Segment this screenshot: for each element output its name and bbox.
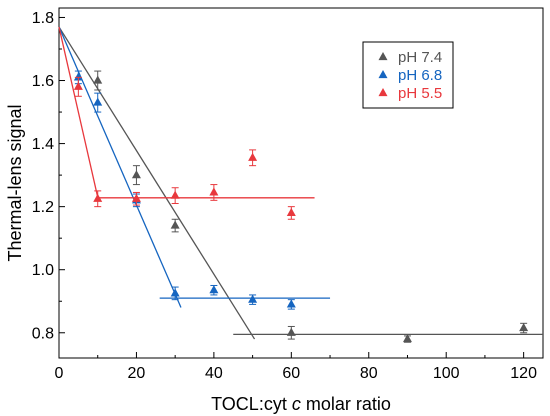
data-markers (73, 70, 529, 343)
legend-label: pH 7.4 (398, 49, 442, 66)
data-point (170, 220, 180, 229)
plot-area (58, 7, 544, 359)
legend-marker (378, 51, 388, 61)
y-tick-label: 1.4 (32, 136, 54, 153)
data-point (286, 327, 296, 336)
data-point (519, 323, 529, 332)
x-tick-label: 40 (205, 365, 223, 382)
data-point (73, 72, 83, 81)
data-point (131, 170, 141, 179)
x-tick-label: 0 (55, 365, 64, 382)
legend-label: pH 5.5 (398, 85, 442, 102)
y-tick-label: 1.2 (32, 199, 54, 216)
legend-label: pH 6.8 (398, 67, 442, 84)
data-point (286, 207, 296, 217)
x-tick-label: 80 (360, 365, 378, 382)
legend-entries: pH 7.4pH 6.8pH 5.5 (378, 49, 442, 102)
x-tick-label: 100 (433, 365, 460, 382)
legend-box (362, 41, 454, 109)
data-point (209, 285, 219, 294)
x-tick-label: 20 (128, 365, 146, 382)
data-point (131, 193, 141, 202)
y-axis-title: Thermal-lens signal (5, 104, 25, 261)
y-tick-label: 1.0 (32, 262, 54, 279)
x-tick-label: 60 (282, 365, 300, 382)
plot-frame (58, 7, 544, 359)
data-point (402, 334, 412, 343)
legend-marker (378, 69, 388, 79)
legend: pH 7.4pH 6.8pH 5.5 (362, 41, 454, 109)
fit-line (58, 26, 99, 198)
data-point (286, 299, 296, 308)
y-tick-label: 0.8 (32, 325, 54, 342)
fit-lines (58, 26, 543, 340)
data-point (248, 294, 258, 303)
fit-line (58, 26, 182, 308)
y-tick-label: 1.6 (32, 73, 54, 90)
data-point (170, 288, 180, 297)
data-point (93, 75, 103, 84)
y-axis: 0.8 1.0 1.2 1.4 1.6 1.8 (32, 10, 65, 342)
fit-line (58, 26, 256, 340)
data-point (209, 187, 219, 196)
data-point (170, 190, 180, 199)
x-axis-title: TOCL:cyt c molar ratio (211, 394, 391, 414)
x-axis: 0 20 40 60 80 100 120 (55, 352, 537, 382)
data-point (73, 81, 83, 90)
data-point (248, 152, 258, 161)
x-tick-label: 120 (510, 365, 537, 382)
legend-marker (378, 87, 388, 97)
data-point (93, 193, 103, 202)
data-point (93, 97, 103, 106)
y-tick-label: 1.8 (32, 10, 54, 27)
